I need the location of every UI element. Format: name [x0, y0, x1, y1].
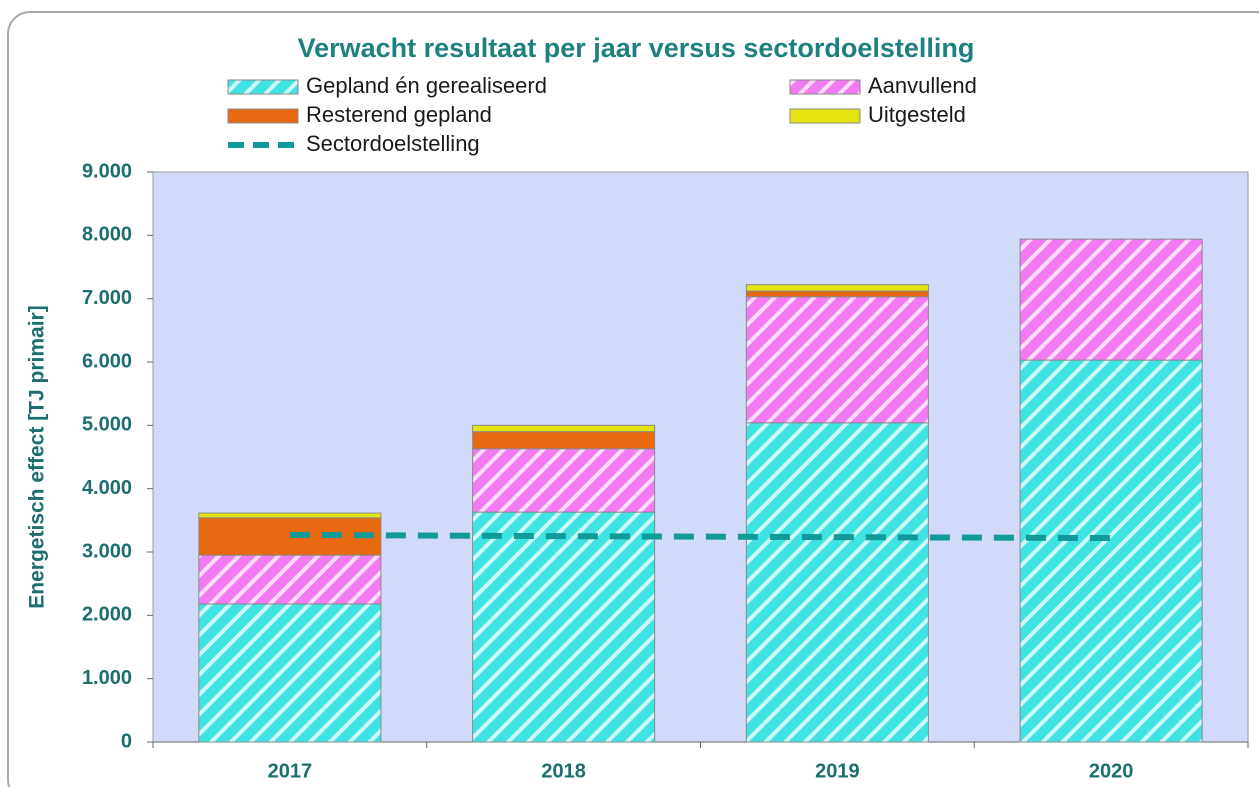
legend-label: Uitgesteld	[868, 102, 966, 127]
bar-segment	[745, 284, 929, 292]
legend-label: Sectordoelstelling	[306, 131, 480, 156]
target-line	[289, 531, 1112, 542]
x-tick-label: 2020	[1089, 760, 1134, 782]
y-tick-label: 6.000	[82, 350, 132, 372]
legend-swatch	[789, 108, 861, 124]
y-tick-label: 9.000	[82, 160, 132, 182]
y-axis-label: Energetisch effect [TJ primair]	[26, 305, 49, 608]
legend-label: Gepland én gerealiseerd	[306, 73, 547, 98]
legend-swatch	[227, 108, 299, 124]
bar-segment	[472, 424, 656, 433]
y-tick-label: 2.000	[82, 604, 132, 626]
legend-label: Aanvullend	[868, 73, 977, 98]
chart-title: Verwacht resultaat per jaar versus secto…	[298, 33, 975, 63]
y-tick-label: 7.000	[82, 287, 132, 309]
bar-segment	[472, 511, 656, 743]
x-tick-label: 2017	[268, 760, 313, 782]
y-tick-label: 0	[121, 730, 132, 752]
y-tick-label: 4.000	[82, 477, 132, 499]
y-tick-label: 5.000	[82, 414, 132, 436]
x-tick-label: 2018	[541, 760, 586, 782]
bar-segment	[472, 448, 656, 513]
y-tick-label: 1.000	[82, 667, 132, 689]
legend-swatch	[227, 79, 299, 95]
bar-segment	[198, 603, 382, 743]
bar-segment	[1019, 238, 1203, 361]
y-tick-label: 8.000	[82, 224, 132, 246]
bar-segment	[745, 422, 929, 743]
bar-segment	[198, 512, 382, 519]
legend-label: Resterend gepland	[306, 102, 492, 127]
bar-segment	[198, 554, 382, 605]
bar-segment	[1019, 359, 1203, 743]
x-tick-label: 2019	[815, 760, 860, 782]
y-tick-label: 3.000	[82, 540, 132, 562]
bar-segment	[745, 296, 929, 424]
bar-segment	[472, 431, 656, 450]
bar-segment	[745, 290, 929, 298]
legend-swatch	[789, 79, 861, 95]
